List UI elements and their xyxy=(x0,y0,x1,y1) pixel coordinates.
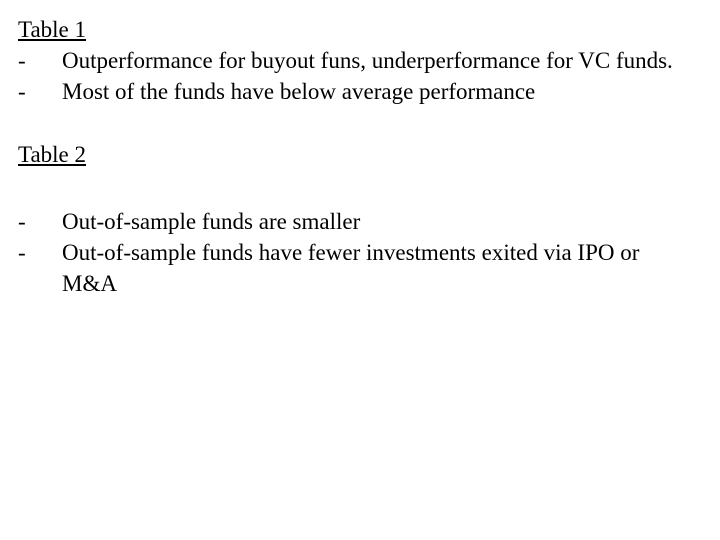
bullet-dash: - xyxy=(18,76,62,107)
list-item: - Most of the funds have below average p… xyxy=(18,76,690,107)
table-2-heading: Table 2 xyxy=(18,139,690,170)
list-item: - Outperformance for buyout funs, underp… xyxy=(18,45,690,76)
item-text: Out-of-sample funds have fewer investmen… xyxy=(62,237,690,299)
item-text: Out-of-sample funds are smaller xyxy=(62,206,690,237)
bullet-dash: - xyxy=(18,237,62,299)
section-spacer xyxy=(18,107,690,139)
table-1-heading: Table 1 xyxy=(18,14,690,45)
list-item: - Out-of-sample funds are smaller xyxy=(18,206,690,237)
bullet-dash: - xyxy=(18,45,62,76)
bullet-dash: - xyxy=(18,206,62,237)
item-text: Most of the funds have below average per… xyxy=(62,76,690,107)
item-text: Outperformance for buyout funs, underper… xyxy=(62,45,690,76)
section-spacer xyxy=(18,170,690,206)
list-item: - Out-of-sample funds have fewer investm… xyxy=(18,237,690,299)
